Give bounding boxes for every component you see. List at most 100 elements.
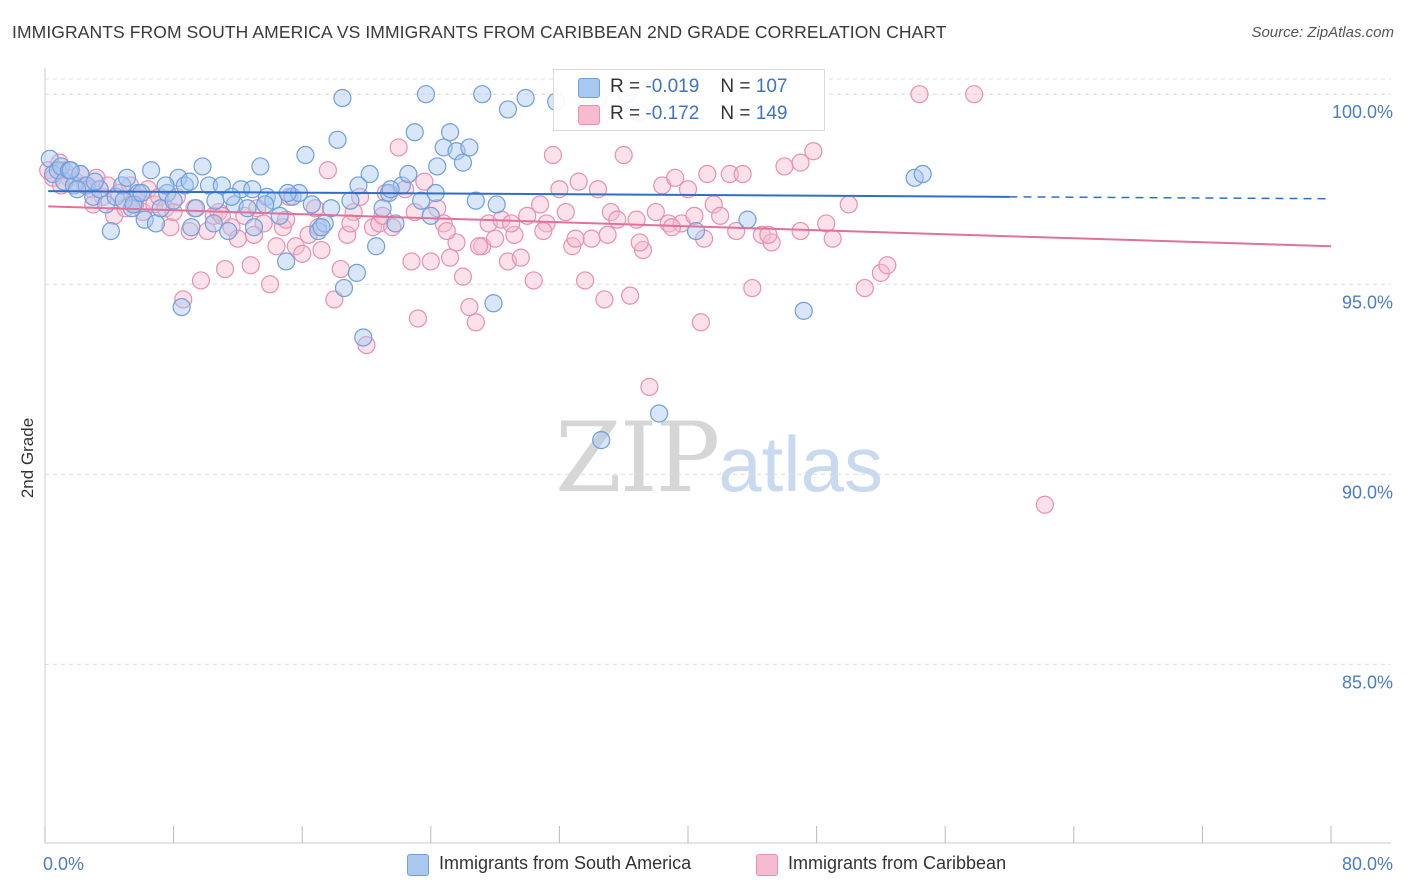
point-caribbean — [460, 297, 479, 317]
point-caribbean — [743, 278, 762, 298]
point-caribbean — [469, 237, 489, 256]
point-caribbean — [720, 164, 739, 184]
point-south-america — [381, 180, 400, 199]
point-south-america — [204, 214, 223, 233]
point-south-america — [913, 164, 932, 184]
n-label: N = — [720, 103, 751, 124]
point-south-america — [453, 153, 473, 172]
point-south-america — [421, 206, 440, 225]
point-caribbean — [839, 195, 858, 214]
point-south-america — [187, 199, 206, 218]
point-south-america — [367, 237, 386, 256]
point-caribbean — [341, 214, 360, 233]
point-caribbean — [286, 237, 305, 256]
point-south-america — [328, 130, 347, 149]
point-caribbean — [241, 256, 260, 275]
point-south-america — [199, 176, 219, 195]
legend-swatch-south-america — [407, 854, 429, 876]
point-south-america — [349, 176, 368, 195]
point-south-america — [592, 430, 611, 450]
trend-line-south-america — [48, 190, 1010, 198]
y-tick-label: 90.0% — [1342, 482, 1393, 502]
point-caribbean — [293, 244, 312, 263]
point-south-america — [158, 183, 177, 203]
axes — [44, 68, 1391, 844]
point-south-america — [484, 294, 503, 313]
point-caribbean — [698, 164, 717, 184]
point-caribbean — [711, 206, 730, 225]
point-south-america — [498, 100, 518, 119]
point-caribbean — [685, 206, 704, 225]
point-south-america — [206, 191, 225, 210]
n-value-south-america: 107 — [755, 76, 788, 97]
point-south-america — [180, 172, 199, 191]
watermark-atlas: atlas — [718, 420, 883, 508]
point-caribbean — [511, 248, 530, 267]
point-caribbean — [518, 206, 537, 225]
point-south-america — [85, 172, 104, 191]
point-caribbean — [191, 271, 211, 290]
point-south-america — [373, 199, 392, 218]
legend-label-south-america: Immigrants from South America — [439, 853, 692, 873]
point-south-america — [101, 221, 121, 241]
point-caribbean — [543, 145, 563, 165]
point-caribbean — [614, 145, 633, 165]
legend-swatch-south-america — [578, 78, 600, 98]
point-south-america — [302, 195, 321, 214]
point-caribbean — [389, 138, 408, 157]
point-south-america — [156, 176, 175, 195]
point-south-america — [347, 263, 366, 282]
point-south-america — [243, 180, 262, 199]
point-south-america — [238, 199, 257, 218]
point-south-america — [182, 218, 201, 237]
point-caribbean — [534, 221, 553, 241]
point-caribbean — [817, 214, 836, 233]
series-south-america-points — [40, 85, 932, 450]
point-south-america — [61, 161, 80, 180]
point-caribbean — [678, 180, 698, 199]
point-south-america — [487, 195, 506, 214]
point-south-america — [222, 187, 241, 206]
chart-title: IMMIGRANTS FROM SOUTH AMERICA VS IMMIGRA… — [12, 22, 947, 42]
point-caribbean — [576, 271, 595, 290]
point-south-america — [428, 157, 447, 176]
point-south-america — [794, 301, 813, 320]
point-caribbean — [408, 309, 428, 328]
point-caribbean — [733, 164, 752, 184]
point-caribbean — [759, 225, 778, 244]
point-caribbean — [621, 286, 640, 305]
point-south-america — [172, 297, 191, 317]
point-caribbean — [556, 202, 575, 222]
point-south-america — [333, 88, 352, 108]
point-caribbean — [428, 199, 447, 218]
point-caribbean — [582, 229, 601, 248]
point-caribbean — [312, 240, 331, 260]
tick-labels: 85.0% 90.0% 95.0% 100.0% 0.0% 80.0% — [43, 102, 1393, 874]
point-south-america — [117, 168, 137, 187]
series-caribbean-points — [39, 85, 1054, 514]
point-south-america — [399, 164, 418, 184]
point-south-america — [649, 404, 669, 423]
point-caribbean — [331, 259, 350, 279]
y-tick-label: 100.0% — [1332, 102, 1393, 122]
point-south-america — [312, 218, 331, 237]
point-caribbean — [437, 221, 456, 241]
r-value-caribbean: -0.172 — [645, 103, 700, 124]
watermark-zip: ZIP — [555, 402, 720, 514]
r-label: R = — [610, 103, 641, 124]
y-tick-label: 95.0% — [1342, 292, 1393, 312]
point-south-america — [141, 161, 161, 180]
point-south-america — [135, 210, 154, 229]
point-caribbean — [260, 275, 280, 294]
x-tick-label-end: 80.0% — [1342, 854, 1393, 874]
trend-line-caribbean — [48, 205, 1332, 248]
point-caribbean — [415, 172, 434, 191]
point-caribbean — [505, 225, 524, 244]
point-south-america — [270, 206, 289, 225]
trend-line-south-america-extension — [1009, 196, 1332, 200]
point-south-america — [251, 157, 270, 176]
point-caribbean — [630, 233, 649, 252]
point-caribbean — [601, 202, 620, 222]
point-caribbean — [595, 290, 614, 309]
